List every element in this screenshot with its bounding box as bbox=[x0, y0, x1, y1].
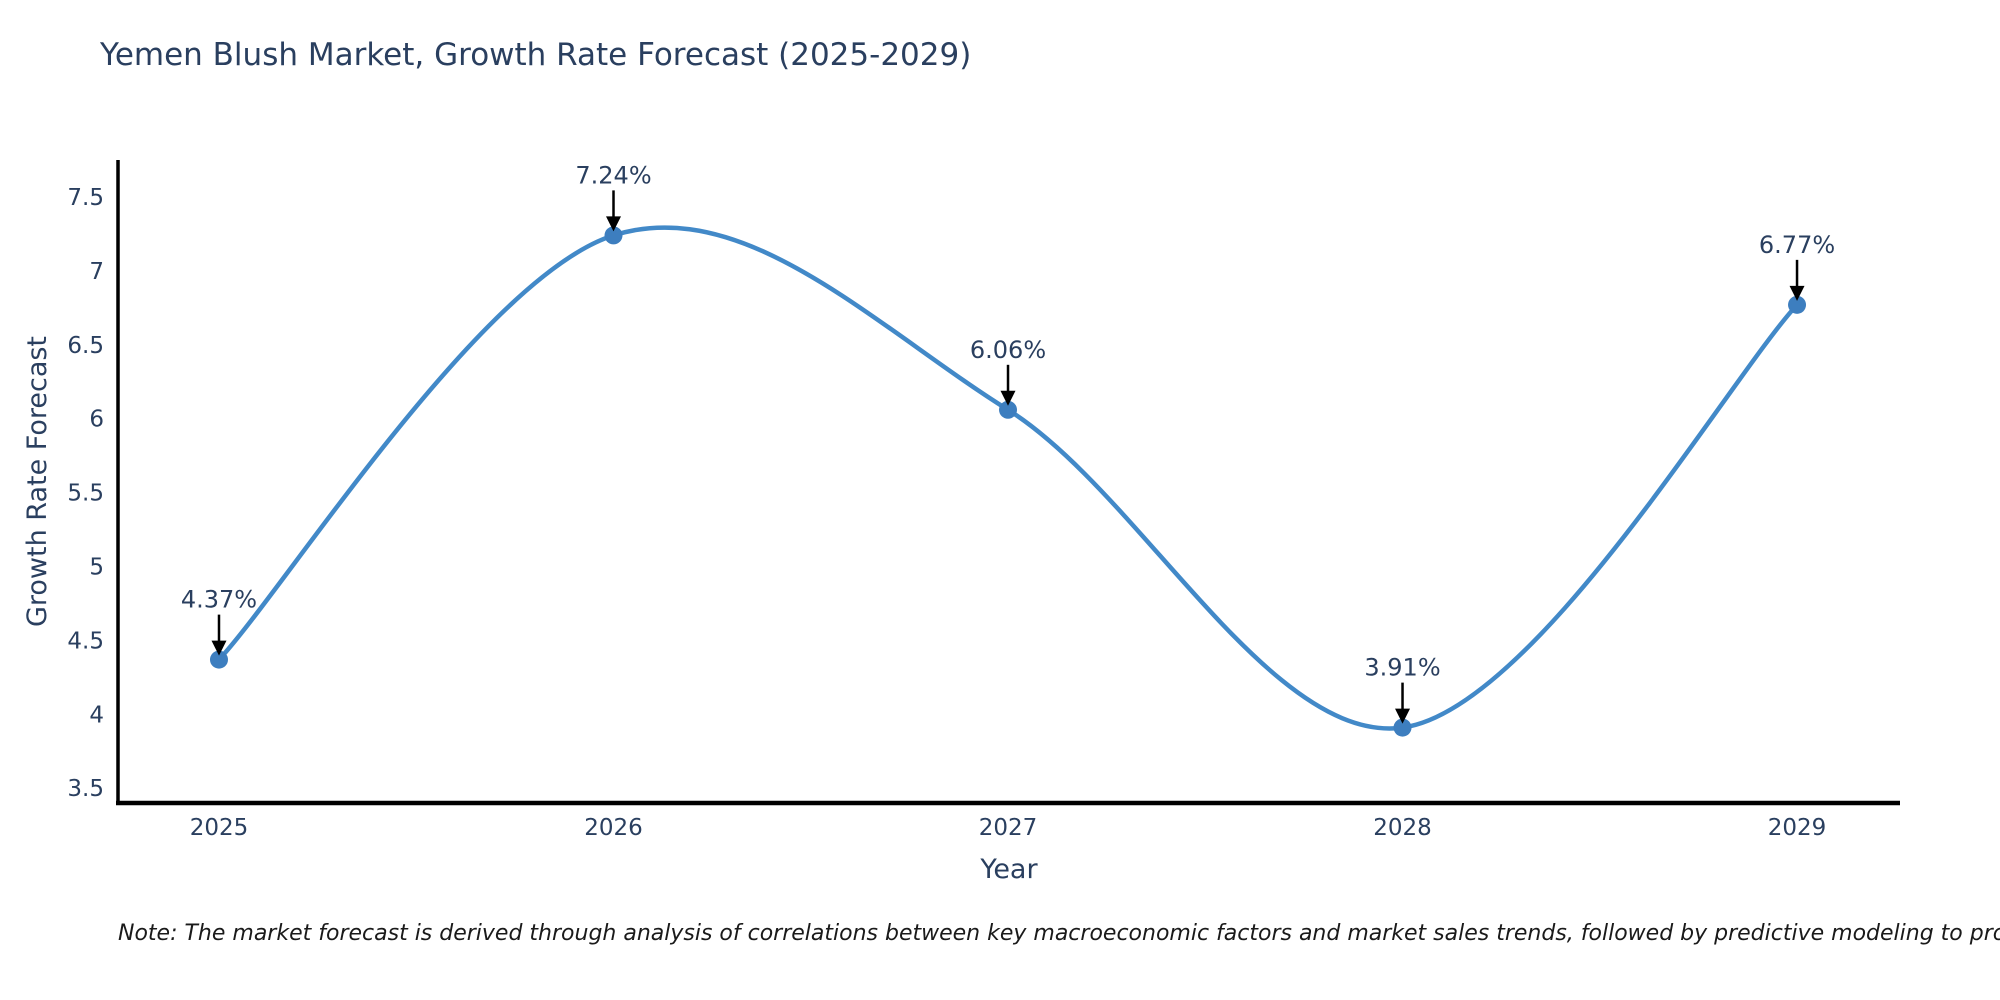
data-point-marker bbox=[999, 400, 1018, 419]
annotation-arrowhead bbox=[1000, 390, 1016, 406]
data-point-marker bbox=[604, 226, 623, 245]
y-tick-label: 4.5 bbox=[67, 628, 104, 654]
y-tick-label: 7.5 bbox=[67, 185, 104, 211]
x-tick-label: 2027 bbox=[979, 815, 1038, 841]
x-tick-label: 2028 bbox=[1373, 815, 1432, 841]
chart-footnote: Note: The market forecast is derived thr… bbox=[118, 921, 2000, 946]
data-point-marker bbox=[1788, 295, 1807, 314]
annotation-label: 6.77% bbox=[1759, 231, 1835, 259]
data-point-marker bbox=[1393, 718, 1412, 737]
annotation-arrowhead bbox=[1395, 708, 1411, 724]
x-tick-label: 2029 bbox=[1768, 815, 1827, 841]
chart-title: Yemen Blush Market, Growth Rate Forecast… bbox=[100, 37, 972, 73]
annotation-arrowhead bbox=[606, 216, 622, 232]
y-tick-label: 4 bbox=[89, 702, 104, 728]
y-tick-label: 3.5 bbox=[67, 776, 104, 802]
y-tick-label: 7 bbox=[89, 259, 104, 285]
annotation-label: 3.91% bbox=[1364, 654, 1440, 682]
data-point-marker bbox=[209, 650, 228, 669]
x-axis-title: Year bbox=[979, 854, 1038, 885]
annotation-label: 7.24% bbox=[575, 161, 651, 189]
trend-line bbox=[216, 225, 1800, 731]
x-tick-label: 2025 bbox=[190, 815, 249, 841]
annotation-label: 4.37% bbox=[181, 586, 257, 614]
annotation-arrowhead bbox=[1789, 285, 1805, 301]
annotation-label: 6.06% bbox=[970, 336, 1046, 364]
y-tick-label: 5.5 bbox=[67, 481, 104, 507]
y-tick-label: 5 bbox=[89, 554, 104, 580]
annotation-arrowhead bbox=[211, 640, 227, 656]
y-axis-title: Growth Rate Forecast bbox=[22, 336, 53, 627]
x-tick-label: 2026 bbox=[584, 815, 643, 841]
y-tick-label: 6 bbox=[89, 407, 104, 433]
y-tick-label: 6.5 bbox=[67, 333, 104, 359]
